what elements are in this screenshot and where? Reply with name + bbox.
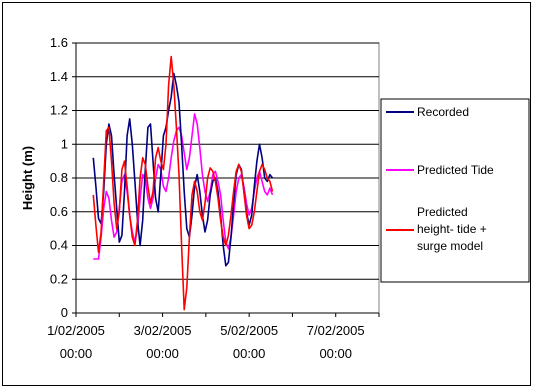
y-axis-ticks: 0 0.2 0.4 0.6 0.8 1 1.2 1.4 1.6 [50, 35, 379, 320]
x-tick-label-date: 5/02/2005 [220, 323, 278, 338]
x-tick-label-time: 00:00 [319, 346, 352, 361]
x-tick-label-date: 7/02/2005 [307, 323, 365, 338]
y-tick-label: 1.6 [50, 35, 68, 50]
y-tick-label: 0.6 [50, 204, 68, 219]
x-tick-label-date: 3/02/2005 [134, 323, 192, 338]
x-tick-label-time: 00:00 [233, 346, 266, 361]
y-tick-label: 1.4 [50, 69, 68, 84]
y-tick-label: 1.2 [50, 103, 68, 118]
legend-label-recorded: Recorded [417, 105, 469, 119]
series-line-surge-model [92, 55, 274, 311]
legend-box [380, 98, 530, 283]
y-tick-label: 0.8 [50, 170, 68, 185]
y-axis-label: Height (m) [20, 146, 35, 210]
y-tick-label: 0 [61, 305, 68, 320]
y-tick-label: 0.2 [50, 271, 68, 286]
legend-label-predicted-tide: Predicted Tide [417, 163, 494, 177]
y-tick-label: 0.4 [50, 238, 68, 253]
legend-label-surge-model: Predicted height- tide + surge model [417, 205, 487, 253]
x-tick-label-time: 00:00 [146, 346, 179, 361]
legend: Recorded Predicted Tide Predicted height-… [380, 98, 530, 283]
x-axis-ticks: 1/02/2005 00:00 3/02/2005 00:00 5/02/2005 00:… [47, 313, 380, 361]
x-tick-label-date: 1/02/2005 [47, 323, 105, 338]
series-lines [92, 55, 274, 311]
x-tick-label-time: 00:00 [60, 346, 93, 361]
y-tick-label: 1 [61, 136, 68, 151]
